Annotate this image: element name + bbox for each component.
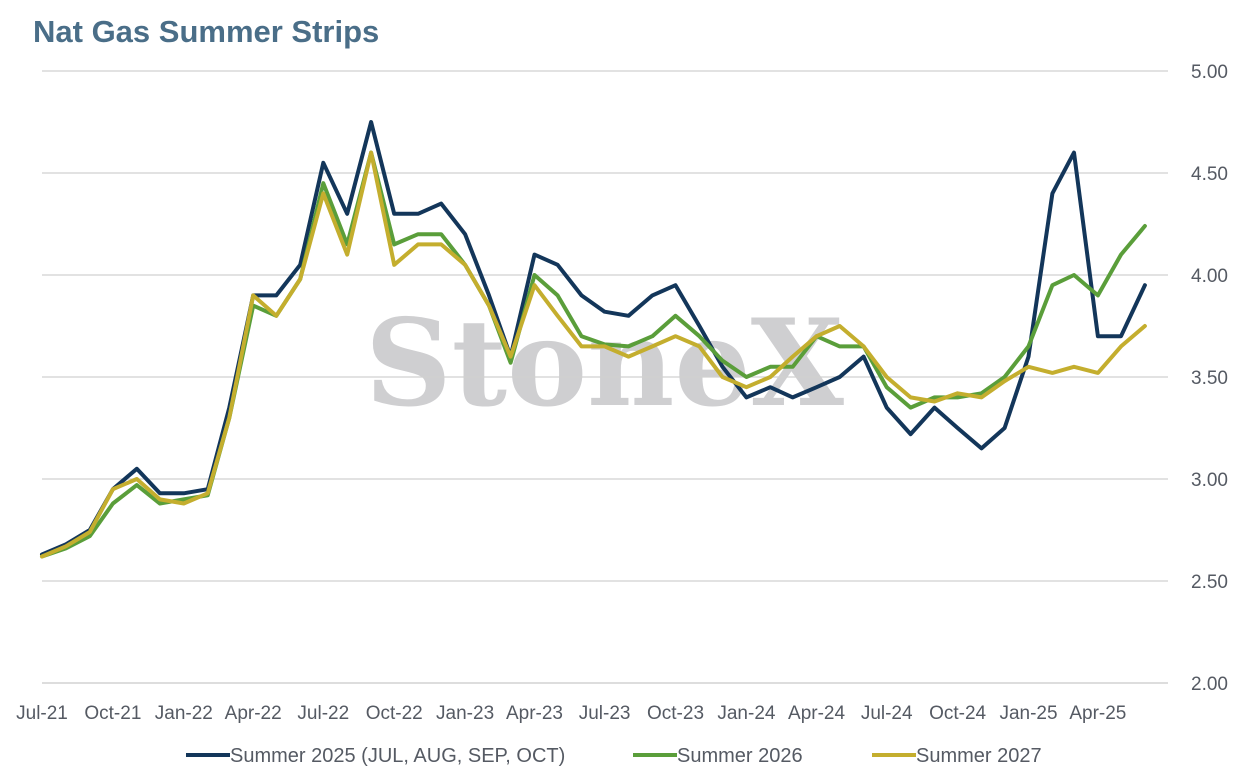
x-tick-label: Oct-21	[84, 703, 141, 724]
x-tick-label: Jul-23	[579, 703, 631, 724]
x-tick-label: Apr-25	[1069, 703, 1126, 724]
x-axis-ticks: Jul-21 Oct-21 Jan-22 Apr-22 Jul-22 Oct-22 Jan-…	[16, 703, 1126, 724]
y-tick-label: 5.00	[1191, 62, 1228, 83]
y-tick-label: 2.00	[1191, 674, 1228, 695]
watermark-text: StoneX	[365, 293, 844, 434]
x-tick-label: Apr-22	[225, 703, 282, 724]
series-line-3	[40, 150, 1147, 559]
y-tick-label: 2.50	[1191, 572, 1228, 593]
chart-title: Nat Gas Summer Strips	[33, 14, 380, 49]
x-tick-label: Jan-22	[155, 703, 213, 724]
x-tick-label: Jul-22	[297, 703, 349, 724]
y-tick-label: 4.00	[1191, 266, 1228, 287]
x-tick-label: Apr-23	[506, 703, 563, 724]
x-tick-label: Oct-23	[647, 703, 704, 724]
grid-lines	[42, 70, 1168, 684]
y-tick-label: 3.00	[1191, 470, 1228, 491]
x-tick-label: Jan-25	[999, 703, 1057, 724]
y-tick-label: 3.50	[1191, 368, 1228, 389]
y-tick-label: 4.50	[1191, 164, 1228, 185]
x-tick-label: Jan-24	[717, 703, 776, 724]
legend: Summer 2025 (JUL, AUG, SEP, OCT) Summer 2…	[186, 745, 1042, 767]
watermark: StoneX	[365, 293, 844, 434]
legend-label: Summer 2025 (JUL, AUG, SEP, OCT)	[230, 745, 565, 767]
y-axis-ticks: 5.00 4.50 4.00 3.50 3.00 2.50 2.00	[1191, 62, 1228, 695]
x-tick-label: Oct-24	[929, 703, 986, 724]
series-line-1	[40, 120, 1147, 557]
legend-label: Summer 2027	[916, 745, 1042, 767]
x-tick-label: Jul-24	[861, 703, 913, 724]
legend-label: Summer 2026	[677, 745, 803, 767]
x-tick-label: Jan-23	[436, 703, 494, 724]
series-lines	[40, 120, 1147, 559]
x-tick-label: Apr-24	[788, 703, 845, 724]
x-tick-label: Jul-21	[16, 703, 68, 724]
x-tick-label: Oct-22	[366, 703, 423, 724]
